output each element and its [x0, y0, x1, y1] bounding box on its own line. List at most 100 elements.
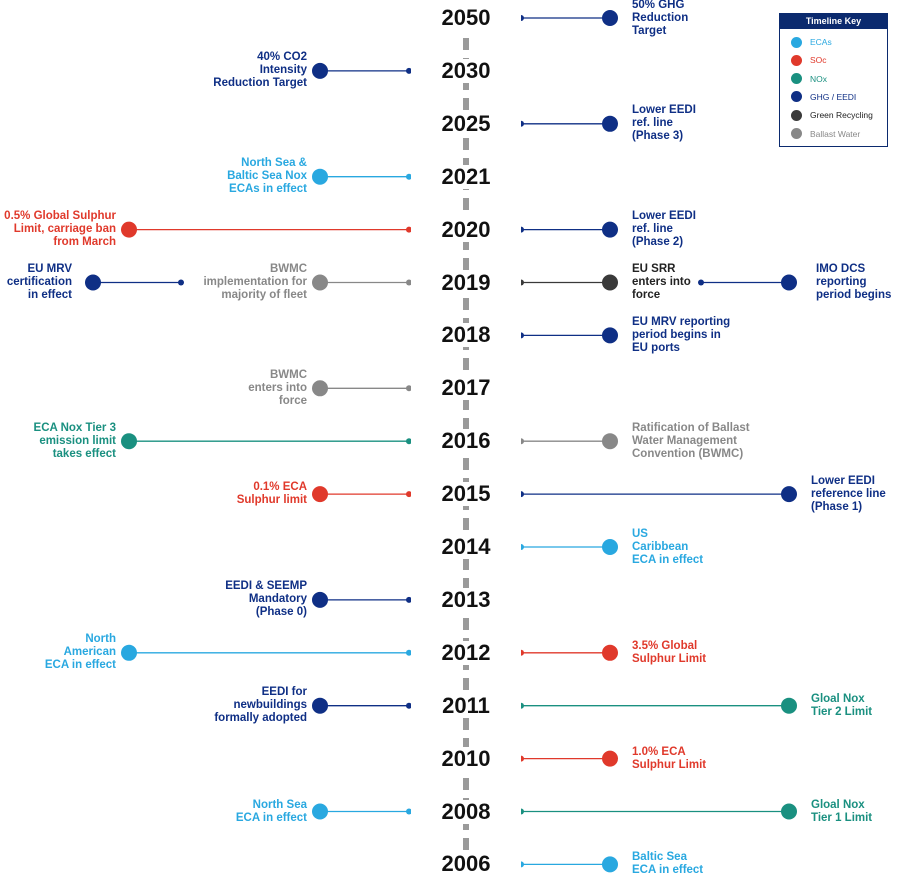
year-label: 2011 [411, 693, 521, 718]
event-label: 0.5% Global Sulphur Limit, carriage ban fr… [0, 210, 116, 249]
event-label: EU MRV certification in effect [2, 263, 72, 302]
event-marker [85, 274, 101, 291]
spine-anchor-dot [406, 438, 412, 445]
event-label-line: period begins in [632, 328, 721, 341]
event-label-line: newbuildings [233, 699, 307, 712]
event-label-line: Gloal Nox [811, 798, 865, 811]
event-label-line: force [632, 289, 661, 301]
event-label-line: enters into [632, 276, 691, 288]
event-label-line: North Sea & [241, 157, 307, 170]
event-label-line: Lower EEDI [632, 210, 696, 223]
event-label-line: North [85, 633, 116, 646]
year-label: 2017 [411, 376, 521, 401]
event-marker [312, 62, 328, 79]
event-label: North Sea ECA in effect [142, 799, 307, 825]
event-marker [312, 486, 328, 503]
event-label: EEDI & SEEMP Mandatory (Phase 0) [142, 580, 307, 619]
event-label-line: ECA in effect [632, 864, 704, 877]
event-label-line: emission limit [39, 434, 116, 447]
event-marker [602, 644, 618, 661]
year-label: 2019 [411, 270, 521, 295]
year-label: 2010 [411, 746, 521, 771]
event-marker [121, 644, 137, 661]
event-label: 40% CO2 Intensity Reduction Target [142, 51, 307, 90]
key-swatch [791, 109, 802, 121]
event-label-line: Ratification of Ballast [632, 421, 750, 434]
event-label-line: Gloal Nox [811, 692, 865, 705]
event-marker [312, 274, 328, 291]
event-label-line: certification [6, 276, 72, 288]
event-label-line: IMO DCS [816, 263, 866, 275]
year-label: 2013 [411, 587, 521, 612]
event-marker [312, 803, 328, 820]
year-label: 2008 [411, 799, 521, 824]
event-label-line: ECA Nox Tier 3 [33, 421, 116, 434]
event-label-line: (Phase 2) [632, 236, 684, 249]
event-label: Lower EEDI reference line (Phase 1) [811, 475, 900, 514]
event-marker [121, 433, 137, 450]
event-label-line: (Phase 0) [255, 606, 307, 619]
key-label: GHG / EEDI [810, 91, 857, 102]
event-label-line: Intensity [259, 64, 307, 77]
year-label: 2021 [411, 164, 521, 189]
event-label-line: North Sea [252, 798, 307, 811]
event-label: Baltic Sea ECA in effect [632, 851, 777, 877]
event-label-line: Convention (BWMC) [632, 447, 744, 460]
event-label: Ratification of Ballast Water Management C… [632, 422, 777, 461]
timeline-key-item: GHG / EEDI [791, 90, 856, 104]
event-label-line: ECA in effect [235, 811, 307, 824]
event-marker [781, 697, 797, 714]
event-label: Lower EEDI ref. line (Phase 3) [632, 104, 777, 143]
spine-anchor-dot [406, 385, 412, 392]
spine-anchor-dot [406, 67, 412, 74]
event-label-line: from March [53, 236, 116, 249]
event-label: North American ECA in effect [0, 633, 116, 672]
spine-anchor-dot [406, 226, 412, 233]
event-label-line: Lower EEDI [811, 474, 875, 487]
event-marker [781, 274, 797, 291]
branch-anchor-dot [698, 279, 704, 286]
event-label-line: Mandatory [248, 593, 307, 606]
timeline-key-item: Green Recycling [791, 108, 873, 122]
event-label-line: Sulphur Limit [632, 652, 707, 665]
event-label-line: Reduction [632, 11, 689, 24]
event-label-line: force [278, 394, 307, 407]
spine-anchor-dot [406, 596, 412, 603]
event-label: EU MRV reporting period begins in EU ports [632, 316, 777, 355]
event-label: IMO DCS reporting period begins [816, 263, 896, 302]
event-marker [121, 221, 137, 238]
event-label-line: ref. line [632, 223, 673, 236]
event-marker [312, 168, 328, 185]
event-label-line: Baltic Sea Nox [227, 170, 307, 183]
event-marker [312, 380, 328, 397]
event-label: Gloal Nox Tier 2 Limit [811, 693, 900, 719]
event-label: Lower EEDI ref. line (Phase 2) [632, 210, 777, 249]
event-label-line: 0.5% Global Sulphur [4, 210, 116, 223]
event-label: 1.0% ECA Sulphur Limit [632, 746, 777, 772]
spine-anchor-dot [406, 649, 412, 656]
event-label-line: 1.0% ECA [632, 745, 686, 758]
year-label: 2030 [411, 58, 521, 83]
event-label-line: Tier 2 Limit [811, 705, 873, 718]
event-label: 50% GHG Reduction Target [632, 0, 777, 38]
event-label-line: 3.5% Global [632, 639, 698, 652]
event-marker [312, 591, 328, 608]
timeline-key: Timeline Key ECAs SOc NOx GHG / EEDI Green R… [779, 13, 888, 147]
timeline-key-item: ECAs [791, 35, 832, 49]
key-swatch [791, 54, 802, 66]
event-label-line: ref. line [632, 117, 673, 130]
spine-anchor-dot [406, 808, 412, 815]
timeline-key-title: Timeline Key [780, 14, 887, 29]
event-label-line: (Phase 3) [632, 130, 684, 143]
event-label: 3.5% Global Sulphur Limit [632, 640, 777, 666]
key-swatch [791, 36, 802, 48]
event-marker [602, 221, 618, 238]
branch-anchor-dot [178, 279, 184, 286]
event-label-line: Reduction Target [213, 77, 307, 90]
event-marker [312, 697, 328, 714]
spine-anchor-dot [406, 491, 412, 498]
event-label-line: EEDI & SEEMP [225, 580, 307, 593]
event-label-line: EU SRR [632, 263, 676, 275]
event-label-line: reference line [811, 487, 886, 500]
